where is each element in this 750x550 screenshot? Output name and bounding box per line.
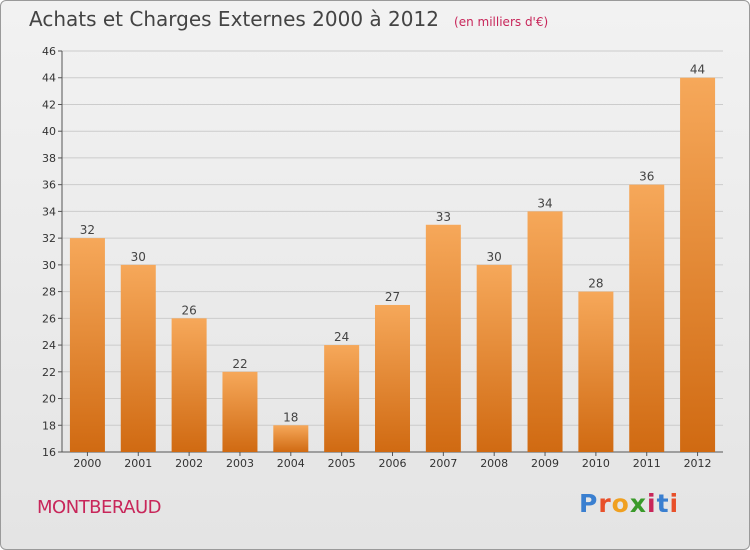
data-label-2006: 27 (385, 290, 400, 304)
data-label-2000: 32 (80, 223, 95, 237)
bar-2002 (171, 318, 207, 452)
bar-2000 (69, 238, 105, 452)
x-tick-label-2000: 2000 (73, 457, 101, 470)
data-label-2007: 33 (436, 210, 451, 224)
data-label-2008: 30 (487, 250, 502, 264)
bar-2008 (476, 264, 512, 452)
bar-2005 (324, 345, 360, 452)
bar-2004 (273, 425, 309, 452)
bar-2011 (629, 184, 665, 452)
logo-letter: i (669, 489, 680, 518)
x-tick-label-2002: 2002 (175, 457, 203, 470)
x-tick-label-2010: 2010 (582, 457, 610, 470)
bar-2012 (680, 77, 716, 452)
y-tick-label: 28 (42, 286, 56, 299)
logo-letter: i (647, 489, 657, 518)
bar-2007 (425, 224, 461, 452)
x-tick-label-2005: 2005 (328, 457, 356, 470)
logo-letter: P (579, 489, 599, 518)
y-tick-label: 34 (42, 205, 56, 218)
y-tick-label: 16 (42, 446, 56, 459)
data-label-2005: 24 (334, 330, 349, 344)
chart-title: Achats et Charges Externes 2000 à 2012 (29, 7, 439, 31)
y-tick-label: 42 (42, 98, 56, 111)
y-tick-label: 46 (42, 45, 56, 58)
y-tick-label: 36 (42, 179, 56, 192)
data-label-2009: 34 (537, 196, 552, 210)
bar-2009 (527, 211, 563, 452)
logo-letter: r (598, 489, 612, 518)
x-tick-label-2012: 2012 (684, 457, 712, 470)
bar-2003 (222, 371, 258, 452)
x-tick-label-2003: 2003 (226, 457, 254, 470)
y-tick-label: 24 (42, 339, 56, 352)
logo-letter: t (656, 489, 670, 518)
data-label-2004: 18 (283, 410, 298, 424)
logo-letter: x (629, 489, 647, 518)
chart-subtitle: (en milliers d'€) (454, 15, 549, 29)
data-label-2011: 36 (639, 170, 654, 184)
data-label-2001: 30 (131, 250, 146, 264)
data-label-2003: 22 (232, 357, 247, 371)
x-tick-label-2008: 2008 (480, 457, 508, 470)
bar-2006 (375, 304, 410, 452)
labels: 16 18 20 22 24 26 28 30 32 34 36 38 40 42 44 46 32 2000 30… (42, 45, 712, 470)
data-label-2002: 26 (181, 303, 196, 317)
y-tick-label: 44 (42, 72, 56, 85)
commune-name: MONTBERAUD (37, 497, 162, 518)
y-tick-label: 32 (42, 232, 56, 245)
data-label-2010: 28 (588, 277, 603, 291)
x-tick-label-2006: 2006 (379, 457, 407, 470)
x-tick-label-2011: 2011 (633, 457, 661, 470)
title-row: Achats et Charges Externes 2000 à 2012 (… (29, 7, 548, 31)
bar-2001 (120, 264, 156, 452)
data-label-2012: 44 (690, 63, 705, 77)
y-tick-label: 18 (42, 419, 56, 432)
bar-2010 (578, 291, 614, 452)
x-tick-label-2004: 2004 (277, 457, 305, 470)
logo-letter: o (611, 489, 630, 518)
x-tick-label-2001: 2001 (124, 457, 152, 470)
y-tick-label: 30 (42, 259, 56, 272)
y-tick-label: 20 (42, 393, 56, 406)
x-tick-label-2009: 2009 (531, 457, 559, 470)
y-tick-label: 22 (42, 366, 56, 379)
y-tick-label: 26 (42, 312, 56, 325)
proxiti-logo[interactable]: Proxiti (579, 489, 679, 518)
bars (69, 77, 716, 452)
y-tick-label: 38 (42, 152, 56, 165)
x-tick-label-2007: 2007 (429, 457, 457, 470)
y-tick-label: 40 (42, 125, 56, 138)
